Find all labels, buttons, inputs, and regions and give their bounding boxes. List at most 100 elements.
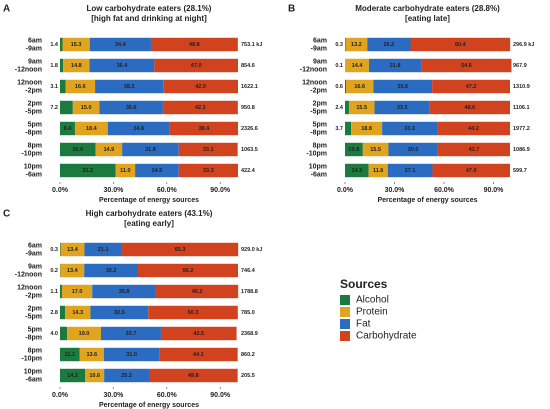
total-label: 860.2	[241, 352, 255, 358]
total-label: 205.5	[241, 373, 255, 379]
chart-subtitle: [eating early]	[124, 219, 174, 228]
data-label: 33.1	[203, 147, 214, 153]
total-label: 950.8	[241, 105, 255, 111]
bar-segment	[65, 79, 96, 94]
data-label: 34.8	[133, 126, 144, 132]
data-label: 15.3	[71, 42, 82, 48]
data-label: 38.4	[198, 126, 210, 132]
bar-segment	[345, 58, 369, 73]
data-label: 50.3	[188, 310, 199, 316]
total-label: 746.4	[241, 268, 256, 274]
data-label: 10.6	[89, 373, 100, 379]
bar-segment	[345, 37, 368, 52]
y-tick-label: 6am -9am	[26, 37, 42, 52]
data-label: 25.2	[121, 373, 132, 379]
legend-swatch	[340, 307, 350, 317]
total-label: 2326.6	[241, 126, 258, 132]
y-tick-label: 9am -12noon	[15, 263, 42, 278]
bar-segment	[89, 58, 155, 73]
data-label: 21.1	[98, 247, 109, 253]
y-tick-label: 9am -12noon	[300, 58, 327, 73]
bar-segment	[115, 163, 136, 178]
data-label: 0.1	[335, 63, 343, 69]
data-label: 1.1	[50, 289, 58, 295]
x-axis-title: Percentage of energy sources	[378, 197, 478, 204]
total-label: 753.1 kJ	[241, 42, 262, 48]
y-tick-label: 6am -9am	[26, 242, 42, 257]
data-label: 47.0	[191, 63, 202, 69]
bar-segment	[351, 121, 383, 136]
bar-segment	[84, 242, 122, 257]
bar-segment	[160, 326, 237, 341]
bar-segment	[345, 79, 346, 94]
bar-segment	[162, 100, 238, 115]
total-label: 1310.9	[513, 84, 530, 90]
bar-segment	[107, 121, 170, 136]
data-label: 48.8	[189, 42, 200, 48]
bar-segment	[89, 37, 151, 52]
data-label: 13.6	[87, 352, 98, 358]
data-label: 26.2	[384, 42, 395, 48]
data-label: 35.6	[397, 84, 408, 90]
bar-segment	[60, 37, 63, 52]
x-tick-label: 30.0%	[385, 187, 406, 194]
x-axis-title: Percentage of energy sources	[99, 402, 199, 409]
data-label: 16.6	[354, 84, 365, 90]
y-tick-label: 10pm -6am	[24, 163, 42, 178]
bar-segment	[60, 284, 62, 299]
data-label: 11.6	[373, 168, 383, 174]
data-label: 42.1	[195, 105, 206, 111]
bar-segment	[421, 58, 512, 73]
bar-segment	[150, 37, 238, 52]
bar-segment	[137, 263, 238, 278]
y-tick-label: 2pm -5pm	[310, 100, 327, 115]
data-label: 2.4	[335, 105, 344, 111]
bar-segment	[432, 163, 510, 178]
x-tick-label: 90.0%	[484, 187, 505, 194]
panel-letter: B	[288, 4, 295, 15]
x-tick-label: 0.0%	[337, 187, 354, 194]
bar-segment	[432, 79, 510, 94]
data-label: 18.8	[361, 126, 372, 132]
data-label: 33.3	[404, 126, 415, 132]
bar-segment	[62, 37, 90, 52]
bar-segment	[60, 242, 85, 257]
bar-segment	[60, 326, 68, 341]
y-tick-label: 2pm -5pm	[25, 100, 42, 115]
bar-segment	[64, 305, 91, 320]
bar-segment	[388, 142, 438, 157]
y-tick-label: 5pm -8pm	[25, 121, 42, 136]
legend-label: Alcohol	[356, 295, 389, 306]
data-label: 13.4	[67, 247, 79, 253]
data-label: 18.4	[86, 126, 98, 132]
data-label: 60.4	[455, 42, 467, 48]
bar-segment	[437, 121, 510, 136]
bar-segment	[149, 368, 238, 383]
data-label: 30.0	[408, 147, 419, 153]
total-label: 1622.1	[241, 84, 258, 90]
data-label: 1.8	[50, 63, 58, 69]
data-label: 20.0	[72, 147, 83, 153]
data-label: 31.2	[82, 168, 93, 174]
bar-segment	[163, 79, 238, 94]
bar-segment	[85, 368, 105, 383]
data-label: 32.5	[114, 310, 125, 316]
bar-segment	[148, 305, 238, 320]
x-tick-label: 30.0%	[103, 187, 124, 194]
data-label: 27.1	[405, 168, 416, 174]
panel-letter: A	[3, 4, 10, 15]
legend-swatch	[340, 331, 350, 341]
legend-label: Fat	[356, 319, 371, 330]
data-label: 0.3	[50, 247, 58, 253]
data-label: 14.8	[71, 63, 82, 69]
x-tick-label: 90.0%	[210, 187, 231, 194]
x-tick-label: 90.0%	[210, 392, 231, 399]
data-label: 14.4	[352, 63, 364, 69]
bar-segment	[79, 347, 104, 362]
y-tick-label: 12noon -2pm	[17, 79, 42, 94]
chart-title: Low carbohydrate eaters (28.1%)	[87, 4, 212, 13]
y-tick-label: 10pm -6am	[309, 163, 327, 178]
data-label: 38.3	[124, 84, 135, 90]
total-label: 599.7	[513, 168, 527, 174]
